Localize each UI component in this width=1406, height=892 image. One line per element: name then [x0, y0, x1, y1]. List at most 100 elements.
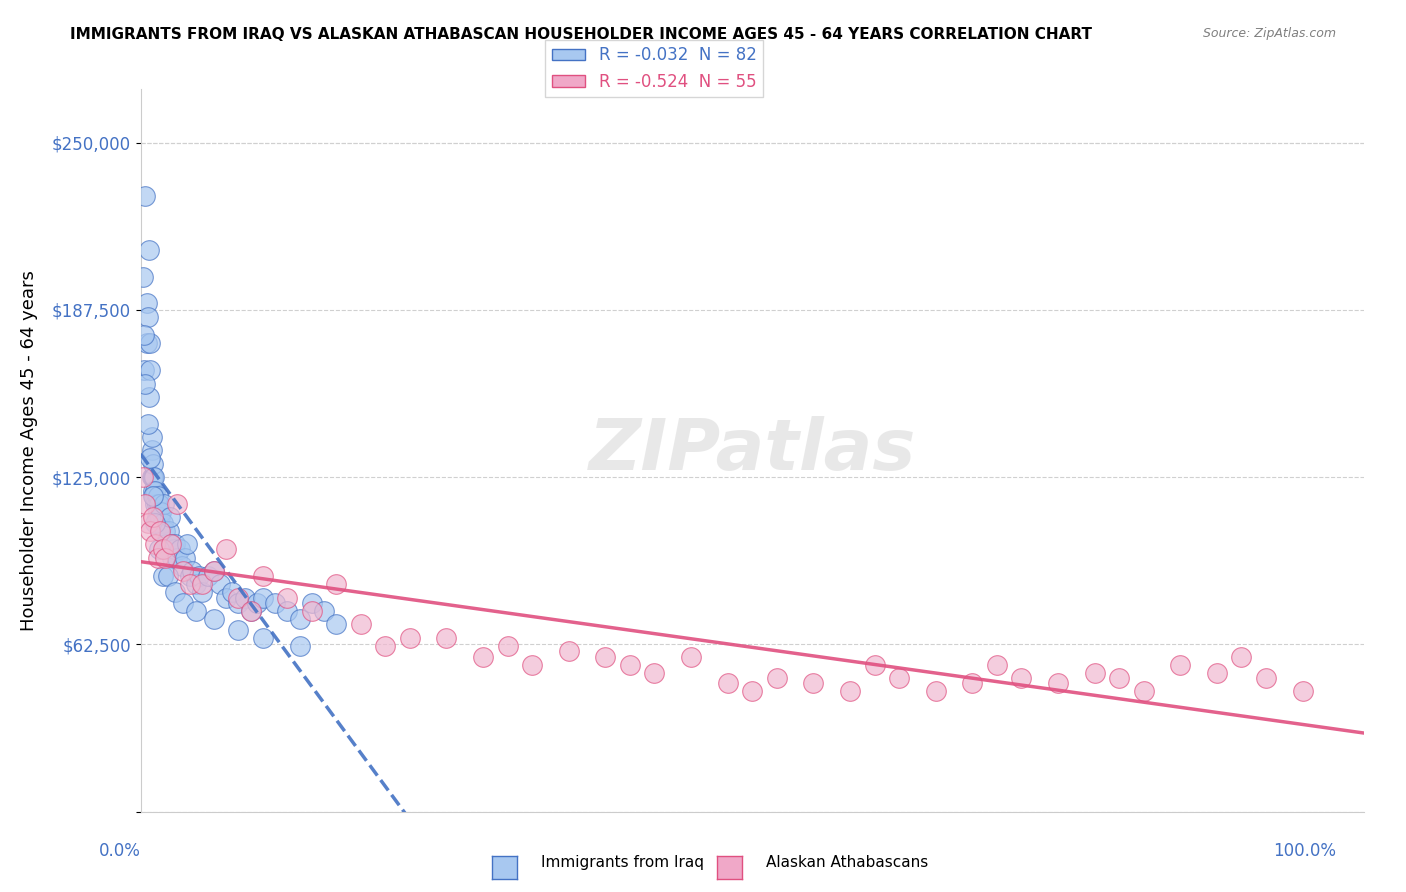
- Point: [134, 328, 156, 343]
- Point: [134, 497, 156, 511]
- Point: [643, 665, 665, 680]
- Point: [252, 591, 274, 605]
- Point: [143, 489, 166, 503]
- Point: [1108, 671, 1130, 685]
- Point: [149, 524, 172, 538]
- Point: [141, 443, 163, 458]
- Text: Alaskan Athabascans: Alaskan Athabascans: [766, 855, 928, 870]
- Point: [374, 639, 396, 653]
- Y-axis label: Householder Income Ages 45 - 64 years: Householder Income Ages 45 - 64 years: [20, 270, 38, 631]
- Point: [149, 524, 172, 538]
- Point: [179, 569, 201, 583]
- Point: [191, 577, 214, 591]
- Point: [472, 649, 495, 664]
- Text: 100.0%: 100.0%: [1272, 842, 1336, 860]
- Point: [152, 516, 174, 530]
- Point: [134, 376, 156, 391]
- Point: [1170, 657, 1192, 672]
- Point: [160, 537, 183, 551]
- Point: [159, 510, 181, 524]
- Point: [887, 671, 910, 685]
- Point: [162, 550, 184, 565]
- Point: [157, 524, 180, 538]
- Point: [239, 604, 262, 618]
- Point: [145, 497, 167, 511]
- Point: [138, 390, 160, 404]
- Point: [166, 550, 188, 565]
- Point: [156, 569, 179, 583]
- Point: [135, 296, 157, 310]
- Point: [139, 524, 162, 538]
- Point: [184, 577, 207, 591]
- Point: [172, 558, 194, 573]
- Point: [142, 510, 165, 524]
- Point: [717, 676, 740, 690]
- Point: [188, 569, 211, 583]
- Point: [496, 639, 519, 653]
- Point: [350, 617, 373, 632]
- Point: [202, 612, 225, 626]
- Point: [264, 596, 287, 610]
- Point: [209, 577, 232, 591]
- Point: [202, 564, 225, 578]
- Point: [169, 542, 191, 557]
- Point: [301, 604, 323, 618]
- Point: [197, 569, 219, 583]
- Point: [143, 497, 166, 511]
- Point: [143, 516, 166, 530]
- Point: [436, 631, 458, 645]
- Point: [595, 649, 617, 664]
- Point: [233, 591, 256, 605]
- Point: [1254, 671, 1277, 685]
- Point: [132, 269, 155, 284]
- Point: [135, 336, 157, 351]
- Text: IMMIGRANTS FROM IRAQ VS ALASKAN ATHABASCAN HOUSEHOLDER INCOME AGES 45 - 64 YEARS: IMMIGRANTS FROM IRAQ VS ALASKAN ATHABASC…: [70, 27, 1092, 42]
- Text: ZIPatlas: ZIPatlas: [589, 416, 915, 485]
- Point: [239, 604, 262, 618]
- Point: [139, 363, 162, 377]
- Point: [1230, 649, 1253, 664]
- Point: [301, 596, 323, 610]
- Point: [136, 516, 159, 530]
- Point: [166, 497, 188, 511]
- Legend: R = -0.032  N = 82, R = -0.524  N = 55: R = -0.032 N = 82, R = -0.524 N = 55: [546, 40, 763, 97]
- Point: [228, 591, 250, 605]
- Point: [138, 243, 160, 257]
- Point: [162, 542, 184, 557]
- Point: [141, 430, 163, 444]
- Point: [153, 497, 176, 511]
- Point: [179, 577, 201, 591]
- Point: [136, 417, 159, 431]
- Point: [142, 483, 165, 498]
- Point: [146, 489, 169, 503]
- Point: [142, 457, 165, 471]
- Point: [681, 649, 703, 664]
- Point: [145, 510, 167, 524]
- Point: [146, 505, 169, 519]
- Point: [149, 510, 172, 524]
- Point: [1291, 684, 1313, 698]
- Point: [863, 657, 886, 672]
- Text: Immigrants from Iraq: Immigrants from Iraq: [541, 855, 704, 870]
- Point: [619, 657, 641, 672]
- Point: [276, 591, 298, 605]
- Point: [146, 550, 169, 565]
- Point: [520, 657, 543, 672]
- Point: [557, 644, 581, 658]
- Point: [152, 542, 174, 557]
- Point: [839, 684, 862, 698]
- Point: [172, 596, 194, 610]
- Point: [221, 585, 243, 599]
- Point: [288, 639, 311, 653]
- Point: [191, 585, 214, 599]
- Point: [148, 542, 170, 557]
- Point: [181, 564, 204, 578]
- Point: [228, 623, 250, 637]
- Point: [215, 542, 238, 557]
- Point: [143, 470, 166, 484]
- Point: [765, 671, 787, 685]
- Point: [150, 505, 173, 519]
- Point: [215, 591, 238, 605]
- Point: [1046, 676, 1069, 690]
- Point: [139, 336, 162, 351]
